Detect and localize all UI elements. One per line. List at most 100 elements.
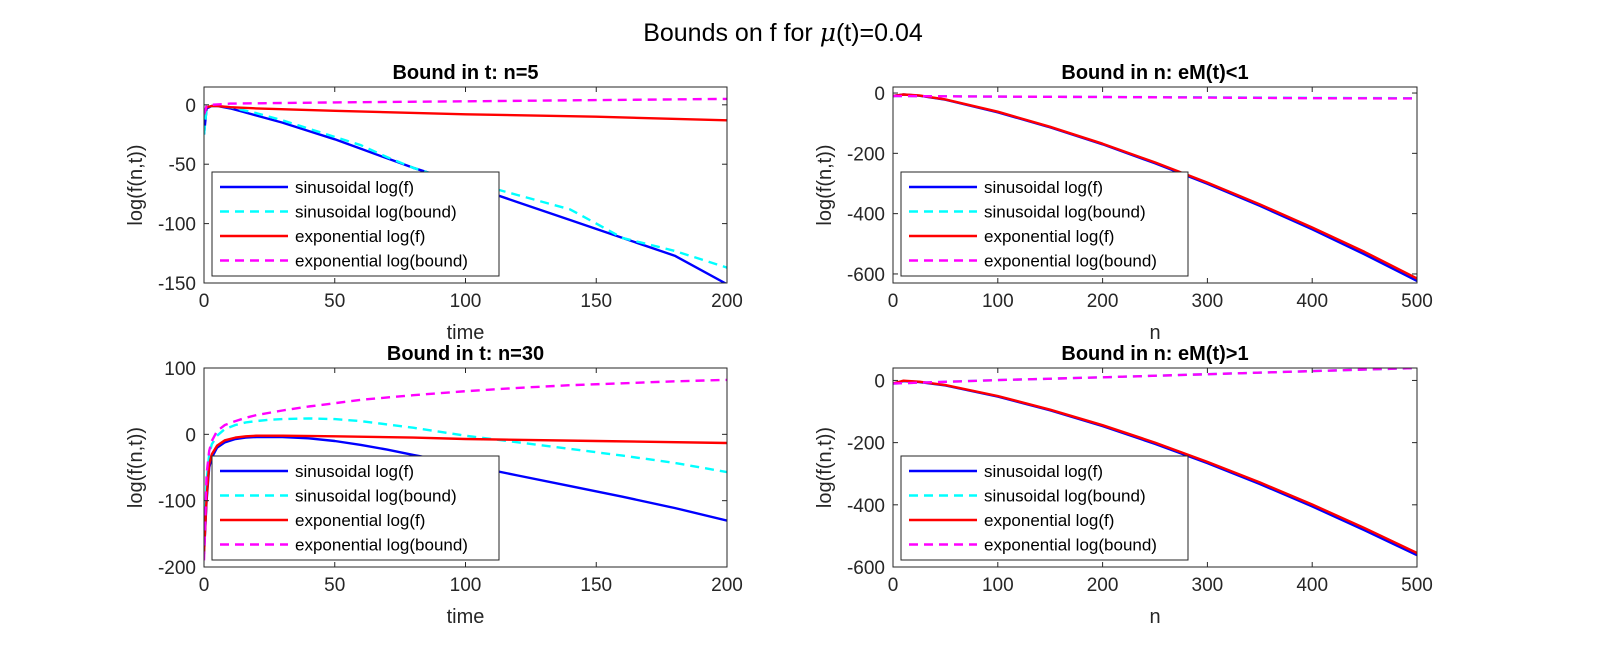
x-tick-label: 200 (1087, 291, 1119, 312)
legend-label-1: sinusoidal log(f) (984, 178, 1103, 197)
series-group (893, 93, 1417, 282)
subplot-4: 0 100 200 300 400 500 -600 -400 -200 0 Bound in n:… (814, 343, 1433, 628)
series-line-3 (204, 104, 727, 122)
series-line-2 (204, 104, 727, 269)
x-axis-label: time (447, 322, 485, 344)
y-tick-label: -400 (847, 205, 885, 226)
series-line-4 (204, 97, 727, 115)
y-tick-label: 100 (164, 359, 196, 380)
legend-label-3: exponential log(f) (984, 227, 1114, 246)
subplot-3: 0 50 100 150 200 -200 -100 0 100 Bound in t: n=30… (125, 343, 743, 628)
x-tick-label: 100 (982, 575, 1014, 596)
x-tick-label: 0 (199, 575, 210, 596)
legend: sinusoidal log(f) sinusoidal log(bound) ex… (211, 171, 500, 277)
x-tick-label: 100 (450, 291, 482, 312)
subplot-title: Bound in t: n=5 (392, 62, 538, 84)
x-axis-label: n (1149, 322, 1160, 344)
x-tick-label: 200 (711, 291, 743, 312)
x-tick-label: 400 (1296, 575, 1328, 596)
legend-box (900, 171, 1189, 277)
axes-box (892, 367, 1418, 568)
y-tick-label: 0 (874, 371, 885, 392)
y-axis-label: log(f(n,t)) (125, 427, 147, 508)
x-tick-label: 50 (324, 291, 345, 312)
series-group (204, 378, 727, 561)
x-tick-label: 0 (888, 575, 899, 596)
legend-label-4: exponential log(bound) (984, 536, 1157, 555)
x-tick-label: 100 (450, 575, 482, 596)
legend: sinusoidal log(f) sinusoidal log(bound) ex… (900, 171, 1189, 277)
x-axis-label: n (1149, 606, 1160, 628)
legend-label-4: exponential log(bound) (984, 252, 1157, 271)
legend-label-3: exponential log(f) (295, 227, 425, 246)
legend-label-4: exponential log(bound) (295, 252, 468, 271)
x-tick-label: 50 (324, 575, 345, 596)
legend-label-1: sinusoidal log(f) (295, 462, 414, 481)
x-tick-label: 150 (580, 291, 612, 312)
y-tick-label: -600 (847, 265, 885, 286)
series-line-4 (204, 378, 727, 561)
subplot-2: 0 100 200 300 400 500 -600 -400 -200 0 Bound in n:… (814, 62, 1433, 344)
y-tick-label: -200 (847, 434, 885, 455)
x-tick-label: 100 (982, 291, 1014, 312)
legend: sinusoidal log(f) sinusoidal log(bound) ex… (900, 455, 1189, 561)
x-tick-label: 500 (1401, 291, 1433, 312)
x-tick-label: 150 (580, 575, 612, 596)
y-axis-label: log(f(n,t)) (125, 144, 147, 225)
figure-title-mu: μ (820, 18, 836, 47)
series-group (893, 368, 1417, 557)
figure-title-suffix: (t)=0.04 (836, 19, 923, 47)
series-line-2 (204, 417, 727, 554)
legend-label-1: sinusoidal log(f) (984, 462, 1103, 481)
legend-label-3: exponential log(f) (295, 511, 425, 530)
series-line-4 (893, 368, 1417, 385)
series-group (204, 97, 727, 283)
subplot-1: 0 50 100 150 200 -150 -100 -50 0 Bound in t: n=5 t… (125, 62, 743, 344)
subplot-title: Bound in n: eM(t)>1 (1061, 343, 1248, 365)
y-tick-label: 0 (874, 84, 885, 105)
y-tick-label: 0 (185, 96, 196, 117)
y-tick-label: 0 (185, 425, 196, 446)
subplot-title: Bound in n: eM(t)<1 (1061, 62, 1248, 84)
y-tick-label: -200 (847, 144, 885, 165)
figure-title: Bounds on f for μ(t)=0.04 (643, 18, 923, 47)
series-line-4 (893, 94, 1417, 100)
legend-box (211, 171, 500, 277)
axes-box (892, 86, 1418, 284)
series-line-3 (204, 434, 727, 554)
legend-box (900, 455, 1189, 561)
legend-label-3: exponential log(f) (984, 511, 1114, 530)
y-tick-label: -600 (847, 558, 885, 579)
y-tick-label: -100 (158, 492, 196, 513)
legend-label-4: exponential log(bound) (295, 536, 468, 555)
x-tick-label: 200 (711, 575, 743, 596)
subplot-title: Bound in t: n=30 (387, 343, 544, 365)
series-line-1 (204, 435, 727, 554)
y-tick-label: -400 (847, 496, 885, 517)
legend-label-2: sinusoidal log(bound) (984, 487, 1146, 506)
x-tick-label: 0 (888, 291, 899, 312)
series-line-3 (893, 93, 1417, 280)
x-tick-label: 0 (199, 291, 210, 312)
y-axis-label: log(f(n,t)) (814, 427, 836, 508)
y-tick-label: -150 (158, 274, 196, 295)
legend-label-1: sinusoidal log(f) (295, 178, 414, 197)
legend-label-2: sinusoidal log(bound) (295, 487, 457, 506)
x-tick-label: 500 (1401, 575, 1433, 596)
x-axis-label: time (447, 606, 485, 628)
subplot-grid: 0 50 100 150 200 -150 -100 -50 0 Bound in t: n=5 t… (125, 62, 1433, 628)
y-tick-label: -200 (158, 558, 196, 579)
y-tick-label: -100 (158, 215, 196, 236)
legend-label-2: sinusoidal log(bound) (984, 203, 1146, 222)
series-line-3 (893, 379, 1417, 555)
x-tick-label: 300 (1192, 575, 1224, 596)
y-tick-label: -50 (169, 155, 196, 176)
legend-label-2: sinusoidal log(bound) (295, 203, 457, 222)
figure-title-prefix: Bounds on f for (643, 19, 820, 47)
x-tick-label: 200 (1087, 575, 1119, 596)
y-axis-label: log(f(n,t)) (814, 144, 836, 225)
x-tick-label: 400 (1296, 291, 1328, 312)
legend-box (211, 455, 500, 561)
